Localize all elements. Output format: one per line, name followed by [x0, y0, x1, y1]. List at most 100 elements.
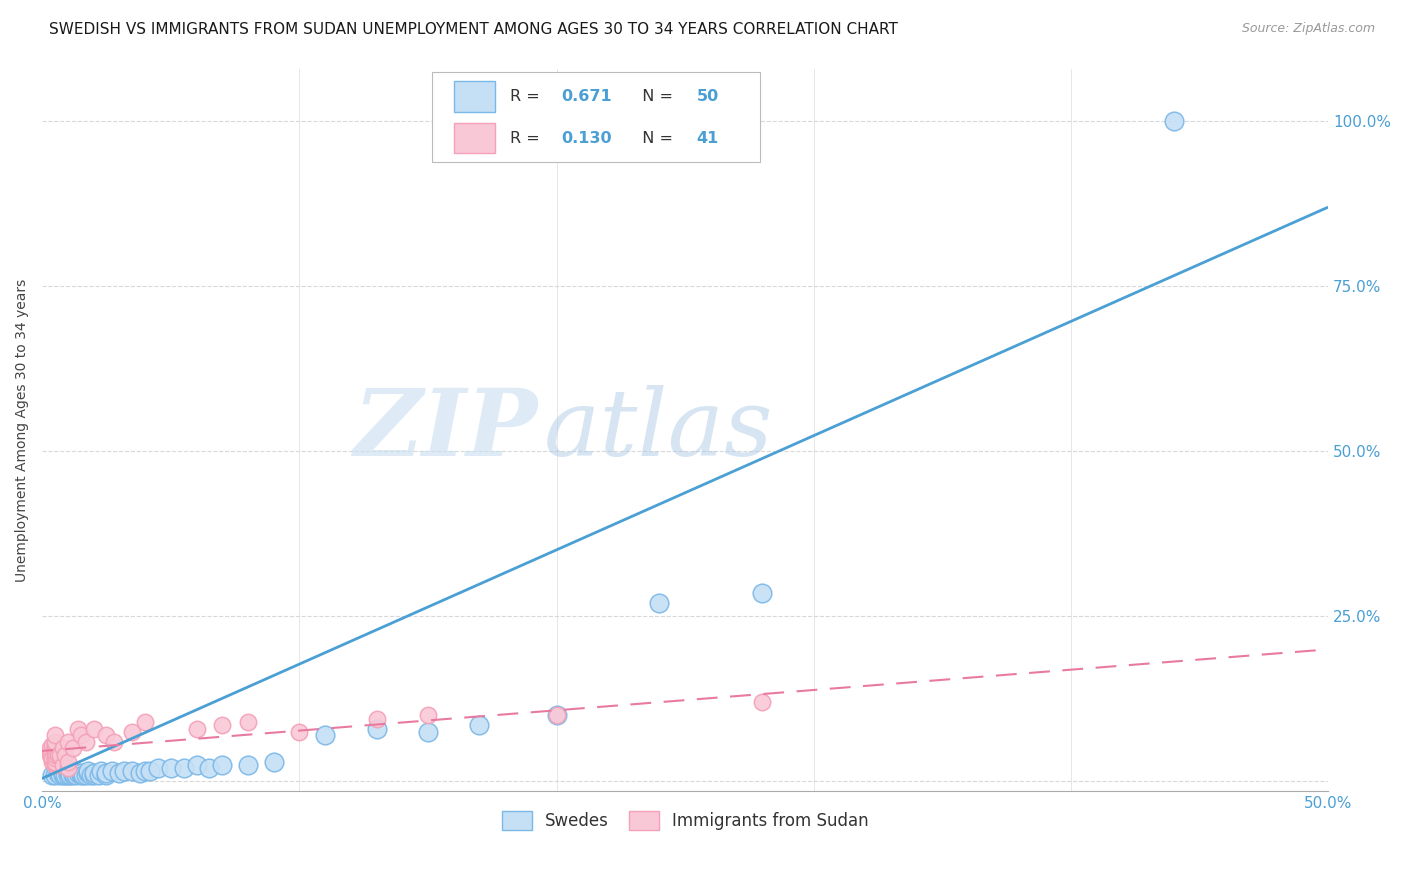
- Point: [52, 757, 75, 772]
- Point: [100, 764, 122, 779]
- Point: [52, 741, 75, 756]
- Text: N =: N =: [633, 130, 679, 145]
- Point: [44, 756, 66, 770]
- Point: [87, 768, 110, 782]
- Point: [288, 724, 311, 739]
- Point: [173, 761, 195, 775]
- Point: [96, 768, 118, 782]
- Point: [96, 766, 118, 780]
- Point: [114, 764, 136, 779]
- Point: [75, 768, 97, 782]
- Point: [77, 764, 100, 779]
- Text: N =: N =: [633, 89, 679, 104]
- Point: [41, 751, 63, 765]
- Point: [134, 764, 156, 779]
- Point: [236, 714, 259, 729]
- Point: [53, 747, 76, 762]
- Point: [38, 747, 60, 762]
- Point: [83, 722, 105, 736]
- Text: ZIP: ZIP: [353, 385, 537, 475]
- Point: [56, 761, 79, 775]
- Point: [41, 768, 63, 782]
- Point: [236, 757, 259, 772]
- Point: [49, 768, 72, 782]
- Point: [44, 738, 66, 752]
- Point: [67, 722, 90, 736]
- Point: [366, 722, 388, 736]
- Point: [103, 735, 125, 749]
- Point: [366, 712, 388, 726]
- Point: [46, 747, 69, 762]
- Text: atlas: atlas: [544, 385, 773, 475]
- Point: [211, 718, 233, 732]
- Point: [52, 768, 75, 782]
- Point: [416, 708, 439, 723]
- Point: [83, 766, 105, 780]
- Point: [69, 768, 91, 782]
- Point: [77, 766, 100, 780]
- Point: [314, 728, 336, 742]
- Point: [121, 724, 143, 739]
- Point: [44, 735, 66, 749]
- Point: [546, 708, 568, 723]
- Point: [41, 738, 63, 752]
- FancyBboxPatch shape: [454, 81, 495, 112]
- Point: [468, 718, 491, 732]
- Point: [69, 766, 91, 780]
- Point: [139, 764, 162, 779]
- Point: [198, 761, 221, 775]
- Point: [186, 722, 208, 736]
- Point: [62, 741, 84, 756]
- Point: [44, 747, 66, 762]
- Point: [69, 728, 91, 742]
- Text: R =: R =: [510, 89, 546, 104]
- Point: [186, 757, 208, 772]
- Point: [90, 764, 112, 779]
- Point: [62, 766, 84, 780]
- Point: [751, 586, 773, 600]
- Point: [44, 755, 66, 769]
- Point: [75, 735, 97, 749]
- Point: [38, 741, 60, 756]
- Point: [56, 768, 79, 782]
- Point: [44, 741, 66, 756]
- FancyBboxPatch shape: [432, 72, 759, 162]
- Point: [46, 766, 69, 780]
- Text: Source: ZipAtlas.com: Source: ZipAtlas.com: [1241, 22, 1375, 36]
- Legend: Swedes, Immigrants from Sudan: Swedes, Immigrants from Sudan: [496, 805, 873, 835]
- Point: [67, 766, 90, 780]
- Point: [65, 768, 87, 782]
- Point: [121, 764, 143, 779]
- FancyBboxPatch shape: [454, 123, 495, 153]
- Text: R =: R =: [510, 130, 546, 145]
- Point: [41, 755, 63, 769]
- Point: [96, 728, 118, 742]
- Y-axis label: Unemployment Among Ages 30 to 34 years: Unemployment Among Ages 30 to 34 years: [15, 278, 30, 582]
- Point: [159, 761, 181, 775]
- Point: [134, 714, 156, 729]
- Point: [49, 747, 72, 762]
- Point: [56, 764, 79, 779]
- Point: [59, 768, 82, 782]
- Point: [1163, 114, 1185, 128]
- Point: [648, 596, 671, 610]
- Text: SWEDISH VS IMMIGRANTS FROM SUDAN UNEMPLOYMENT AMONG AGES 30 TO 34 YEARS CORRELAT: SWEDISH VS IMMIGRANTS FROM SUDAN UNEMPLO…: [49, 22, 898, 37]
- Point: [146, 761, 169, 775]
- Point: [263, 755, 285, 769]
- Point: [129, 766, 152, 780]
- Point: [80, 768, 103, 782]
- Text: 0.130: 0.130: [562, 130, 613, 145]
- Point: [751, 695, 773, 709]
- Text: 50: 50: [697, 89, 718, 104]
- Point: [416, 724, 439, 739]
- Point: [62, 768, 84, 782]
- Point: [53, 768, 76, 782]
- Point: [44, 745, 66, 759]
- Point: [546, 708, 568, 723]
- Point: [52, 766, 75, 780]
- Text: 0.671: 0.671: [562, 89, 613, 104]
- Point: [44, 728, 66, 742]
- Point: [83, 768, 105, 782]
- Point: [44, 768, 66, 782]
- Point: [211, 757, 233, 772]
